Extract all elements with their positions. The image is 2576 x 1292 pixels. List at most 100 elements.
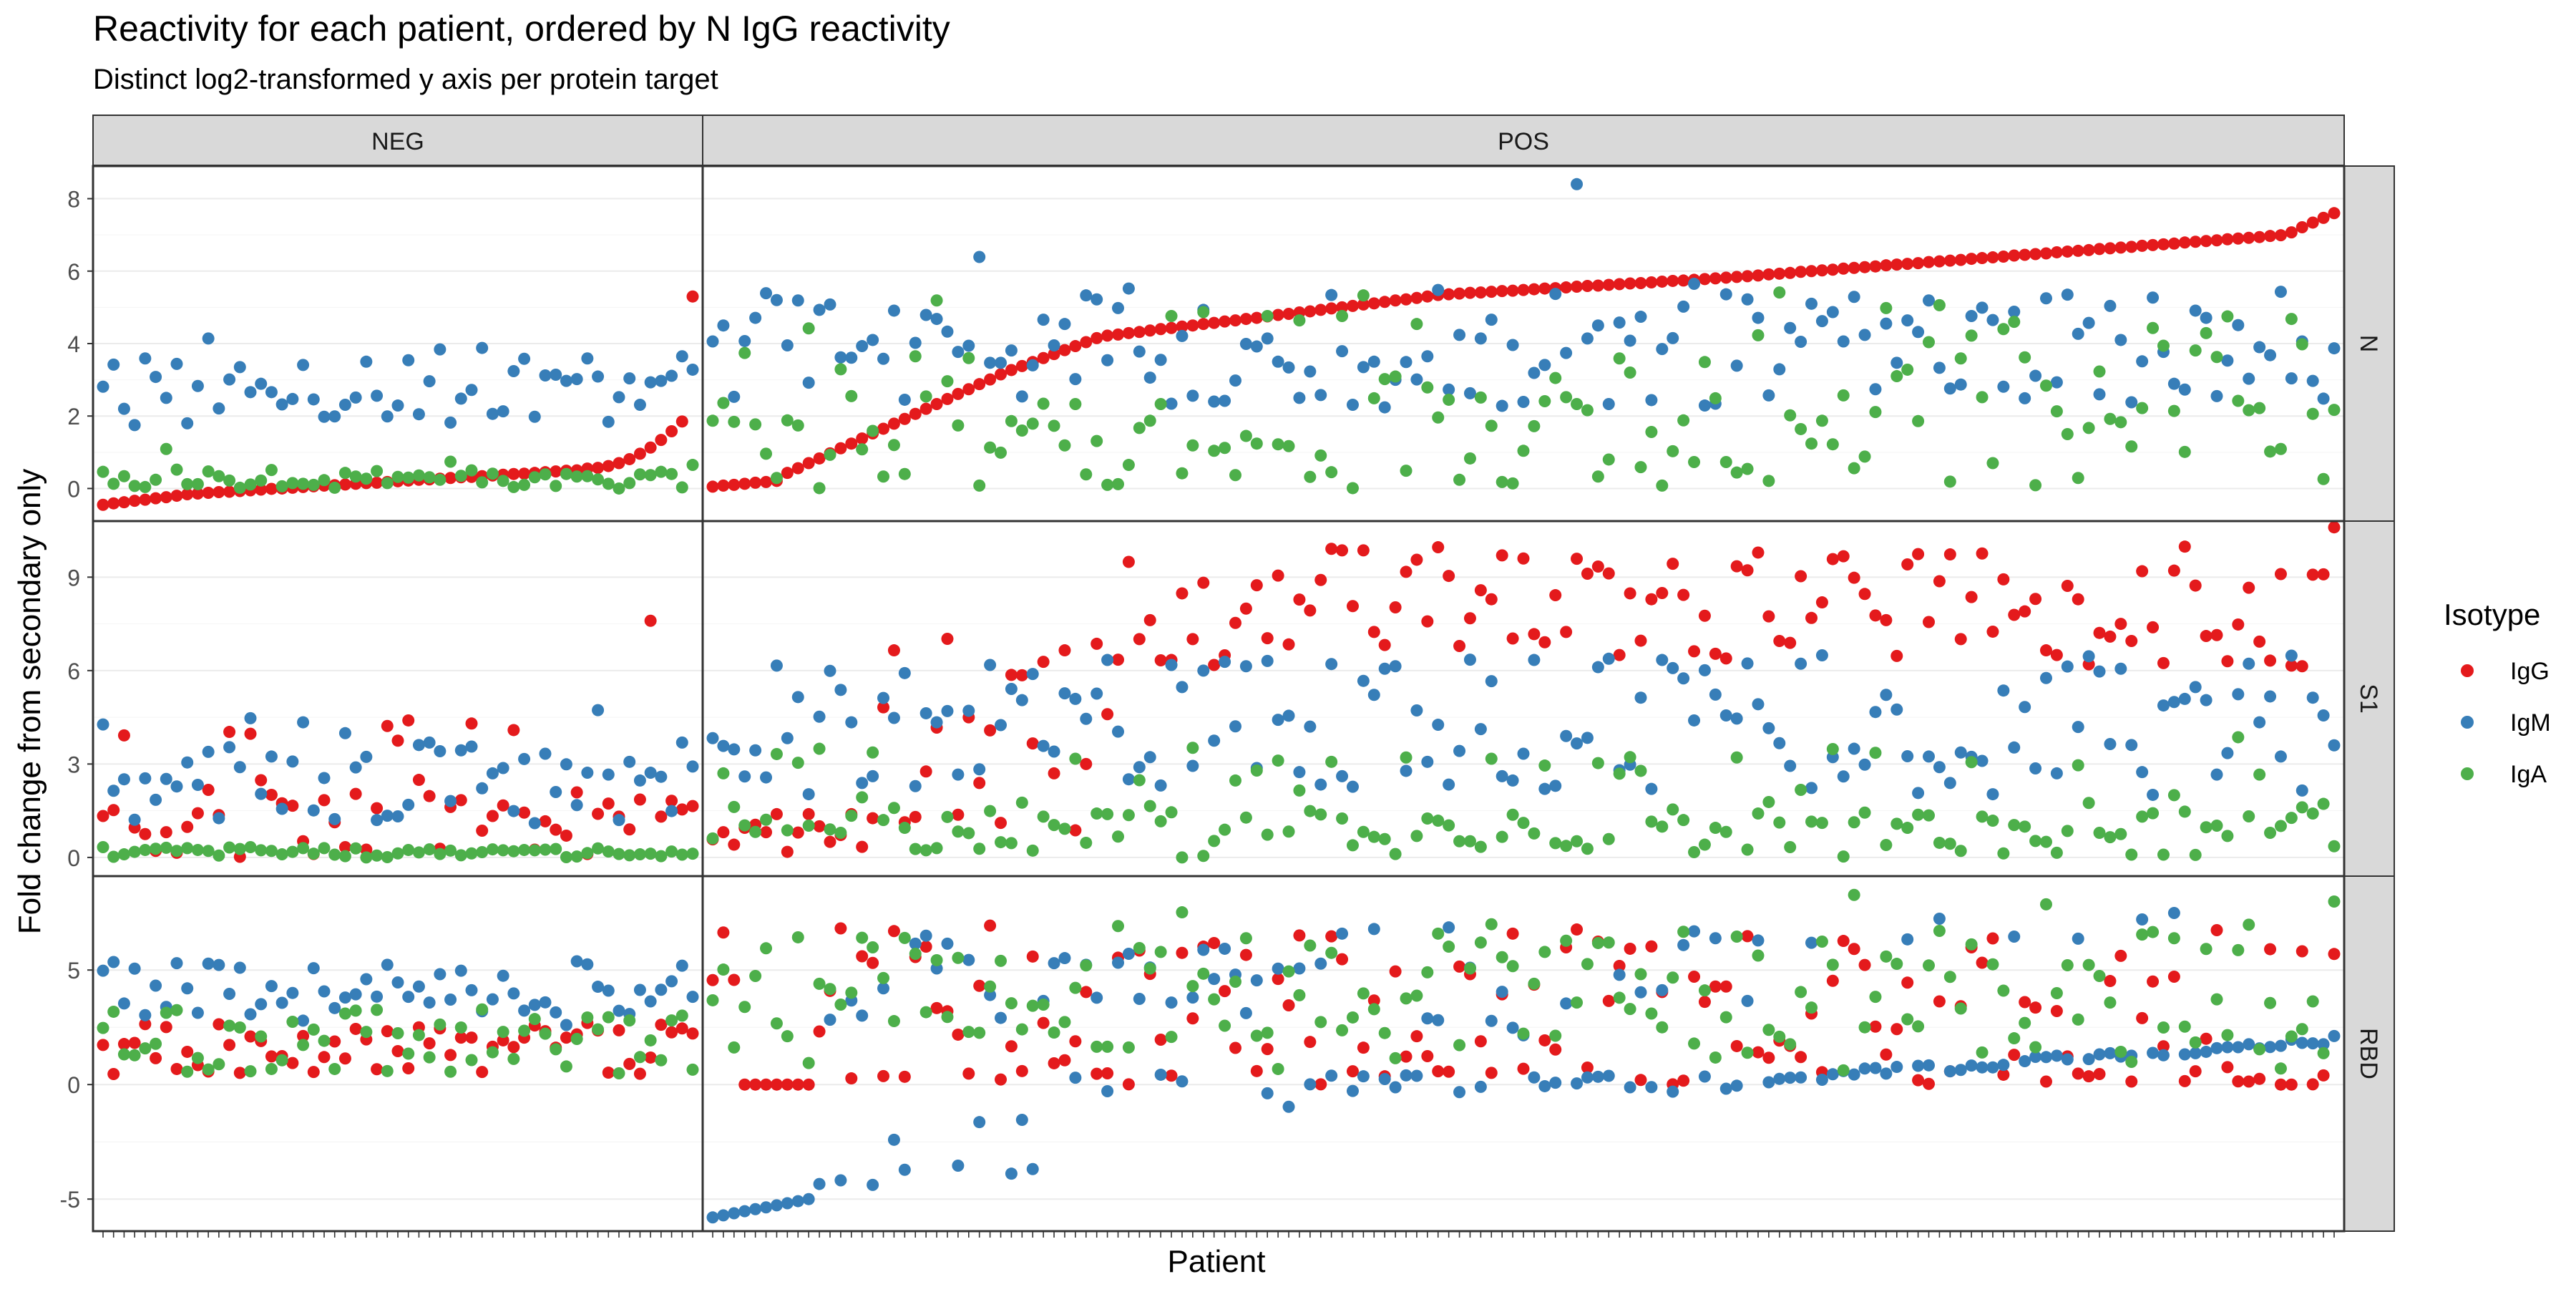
point-igg-n xyxy=(1154,323,1167,336)
point-igg-s1 xyxy=(1176,587,1189,600)
point-igg-s1 xyxy=(1474,584,1487,597)
point-iga-rbd xyxy=(1069,981,1082,994)
point-igg-rbd xyxy=(297,1029,310,1042)
point-iga-n xyxy=(181,477,194,490)
point-igm-n xyxy=(1208,395,1221,408)
point-iga-s1 xyxy=(2072,759,2084,772)
point-igg-rbd xyxy=(749,1078,762,1091)
point-iga-n xyxy=(1272,438,1284,451)
point-igm-s1 xyxy=(2296,784,2308,797)
point-iga-rbd xyxy=(602,1011,615,1024)
point-igg-rbd xyxy=(2029,1001,2042,1014)
point-iga-rbd xyxy=(1400,992,1413,1005)
point-iga-n xyxy=(984,441,997,454)
point-iga-s1 xyxy=(1208,835,1221,847)
point-igg-rbd xyxy=(1293,929,1306,942)
point-igg-n xyxy=(781,467,794,480)
point-iga-s1 xyxy=(1656,820,1669,833)
point-iga-s1 xyxy=(856,791,869,804)
point-iga-rbd xyxy=(644,1034,657,1046)
point-igm-rbd xyxy=(181,982,194,995)
point-iga-n xyxy=(371,465,384,477)
point-igg-s1 xyxy=(760,826,773,839)
point-igg-s1 xyxy=(2317,568,2330,581)
point-igm-rbd xyxy=(633,983,646,996)
column-strip-pos xyxy=(702,115,2345,166)
point-iga-n xyxy=(412,469,425,482)
point-igg-rbd xyxy=(802,1078,815,1091)
point-iga-rbd xyxy=(2178,1020,2191,1033)
point-igm-s1 xyxy=(1848,742,1860,755)
point-igg-rbd xyxy=(1261,1043,1274,1056)
point-igm-rbd xyxy=(2178,1048,2191,1061)
point-igg-s1 xyxy=(1314,573,1327,586)
point-igm-s1 xyxy=(1453,744,1466,757)
point-iga-rbd xyxy=(1432,927,1445,940)
point-igg-rbd xyxy=(1677,1074,1690,1087)
point-iga-rbd xyxy=(434,1018,447,1031)
legend-key-iga xyxy=(2461,767,2474,780)
point-iga-rbd xyxy=(1954,1002,1967,1015)
point-iga-rbd xyxy=(1282,965,1295,978)
point-iga-s1 xyxy=(802,820,815,832)
point-iga-n xyxy=(877,470,890,483)
point-igg-rbd xyxy=(1069,1035,1082,1048)
point-igg-rbd xyxy=(454,1031,467,1044)
point-iga-s1 xyxy=(1367,830,1380,843)
point-iga-n xyxy=(2253,402,2266,414)
point-iga-s1 xyxy=(675,848,688,861)
point-igm-rbd xyxy=(791,1195,804,1208)
point-iga-n xyxy=(1560,391,1573,404)
point-iga-rbd xyxy=(1048,1026,1060,1039)
point-igm-s1 xyxy=(1410,704,1423,717)
point-igg-rbd xyxy=(349,1022,362,1035)
point-igm-rbd xyxy=(402,991,415,1004)
point-igg-rbd xyxy=(1176,946,1189,959)
point-igg-s1 xyxy=(1208,659,1221,671)
point-igg-rbd xyxy=(2243,1075,2255,1088)
point-iga-n xyxy=(1805,437,1818,450)
point-igg-s1 xyxy=(318,794,331,807)
point-igm-s1 xyxy=(1698,664,1711,676)
point-igm-rbd xyxy=(834,1174,847,1187)
point-igm-s1 xyxy=(423,736,436,749)
point-igm-n xyxy=(1923,294,1935,307)
point-igm-n xyxy=(856,340,869,353)
point-igm-s1 xyxy=(1741,657,1754,670)
point-iga-s1 xyxy=(2019,820,2031,833)
point-iga-s1 xyxy=(1443,819,1455,832)
point-igm-rbd xyxy=(286,986,299,999)
point-iga-s1 xyxy=(2253,768,2266,781)
point-igm-n xyxy=(1538,359,1551,371)
point-igm-rbd xyxy=(560,1019,572,1031)
point-igg-n xyxy=(1560,281,1573,294)
point-iga-rbd xyxy=(887,1015,900,1028)
point-igm-s1 xyxy=(2093,665,2106,678)
point-iga-rbd xyxy=(2167,932,2180,945)
point-igg-rbd xyxy=(1795,1051,1807,1064)
point-igg-s1 xyxy=(781,845,794,858)
point-igg-rbd xyxy=(476,1066,489,1079)
point-iga-n xyxy=(150,473,162,486)
point-igm-rbd xyxy=(97,964,109,977)
point-igm-s1 xyxy=(2274,750,2287,763)
point-iga-rbd xyxy=(877,971,890,984)
point-iga-s1 xyxy=(1506,808,1519,821)
point-igm-rbd xyxy=(1432,1014,1445,1026)
point-iga-n xyxy=(1143,414,1156,427)
point-igm-rbd xyxy=(2029,1050,2042,1063)
point-igm-n xyxy=(1976,301,1989,314)
point-igg-s1 xyxy=(791,826,804,839)
point-igm-rbd xyxy=(1986,1061,1999,1074)
point-iga-rbd xyxy=(550,1043,562,1056)
point-igm-n xyxy=(2178,383,2191,396)
point-igm-rbd xyxy=(973,1116,986,1129)
point-iga-s1 xyxy=(497,844,509,857)
point-iga-rbd xyxy=(2136,928,2149,941)
point-igm-n xyxy=(371,389,384,402)
point-igg-s1 xyxy=(813,820,826,832)
point-igm-n xyxy=(2114,334,2127,346)
point-igm-n xyxy=(139,352,152,365)
point-igg-n xyxy=(919,402,932,415)
point-iga-rbd xyxy=(2039,898,2052,910)
